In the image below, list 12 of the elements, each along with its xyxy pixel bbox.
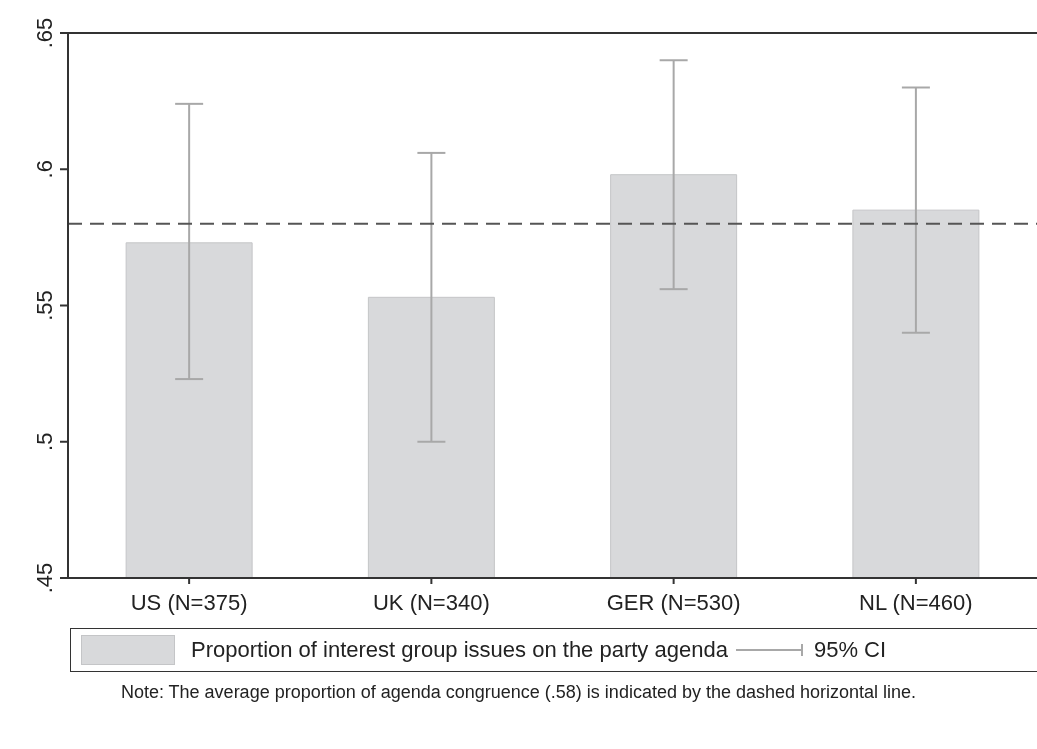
y-tick-label: .55 (32, 290, 57, 321)
y-tick-label: .6 (32, 160, 57, 179)
y-tick-label: .65 (32, 17, 57, 49)
text: 95% CI (813, 637, 887, 663)
y-tick-label: .5 (32, 432, 57, 451)
y-tick-label: .45 (32, 562, 57, 594)
text: Note: The average proportion of agenda congruence (.58) is indicated by the dashed horizontal line. (119, 682, 918, 703)
x-tick-label: US (N=375) (130, 589, 248, 615)
legend-label: Proportion of interest group issues on the party agenda (191, 637, 728, 663)
x-tick-label: UK (N=340) (372, 589, 490, 615)
x-tick-label: GER (N=530) (606, 589, 741, 615)
x-tick-label: NL (N=460) (859, 589, 973, 615)
